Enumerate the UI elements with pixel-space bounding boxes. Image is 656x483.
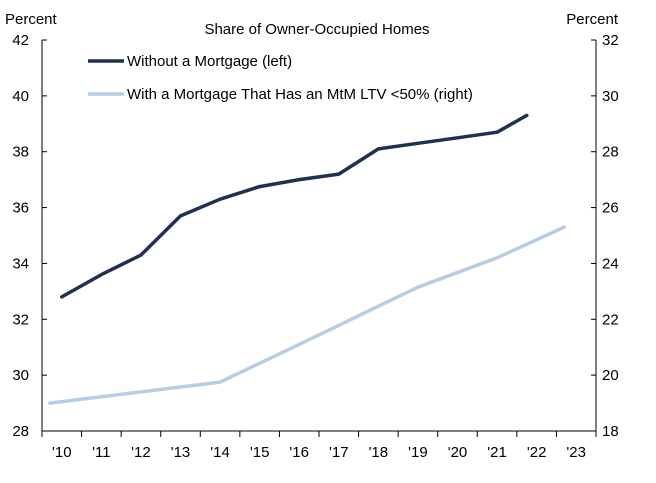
left-tick-label: 36	[12, 200, 29, 217]
left-tick-label: 28	[12, 423, 29, 440]
x-tick-label: '10	[52, 444, 72, 461]
right-tick-label: 26	[602, 200, 619, 217]
left-tick-label: 38	[12, 144, 29, 161]
left-tick-label: 34	[12, 255, 29, 272]
chart-title: Share of Owner-Occupied Homes	[204, 21, 429, 38]
left-tick-label: 40	[12, 88, 29, 105]
right-tick-label: 22	[602, 311, 619, 328]
right-tick-label: 32	[602, 32, 619, 49]
series-lines	[48, 113, 567, 405]
left-tick-label: 32	[12, 311, 29, 328]
legend-label-with-mortgage: With a Mortgage That Has an MtM LTV <50%…	[127, 86, 473, 103]
x-tick-label: '23	[566, 444, 586, 461]
axes: 28 30 32 34 36 38 40 42 18 20 22 24 26 28 30 32 '10 '11 '1…	[12, 32, 618, 461]
x-tick-label: '21	[487, 444, 507, 461]
x-tick-label: '11	[92, 444, 110, 461]
x-tick-label: '20	[448, 444, 468, 461]
right-tick-label: 20	[602, 367, 619, 384]
right-tick-label: 18	[602, 423, 619, 440]
legend-label-without-mortgage: Without a Mortgage (left)	[127, 53, 292, 70]
left-axis-unit-label: Percent	[5, 11, 58, 28]
series-line-with-mortgage	[48, 225, 567, 405]
legend: Without a Mortgage (left) With a Mortgag…	[88, 53, 473, 103]
x-tick-label: '16	[289, 444, 309, 461]
x-tick-label: '19	[408, 444, 428, 461]
right-tick-label: 30	[602, 88, 619, 105]
x-tick-label: '22	[527, 444, 547, 461]
right-tick-label: 24	[602, 255, 619, 272]
series-line-without-mortgage	[60, 113, 529, 299]
x-tick-label: '18	[369, 444, 389, 461]
left-tick-label: 30	[12, 367, 29, 384]
x-tick-label: '17	[329, 444, 349, 461]
right-axis-unit-label: Percent	[566, 11, 619, 28]
x-tick-label: '15	[250, 444, 270, 461]
x-tick-label: '14	[210, 444, 230, 461]
right-tick-label: 28	[602, 144, 619, 161]
left-tick-label: 42	[12, 32, 29, 49]
x-tick-label: '12	[131, 444, 151, 461]
x-tick-label: '13	[171, 444, 191, 461]
